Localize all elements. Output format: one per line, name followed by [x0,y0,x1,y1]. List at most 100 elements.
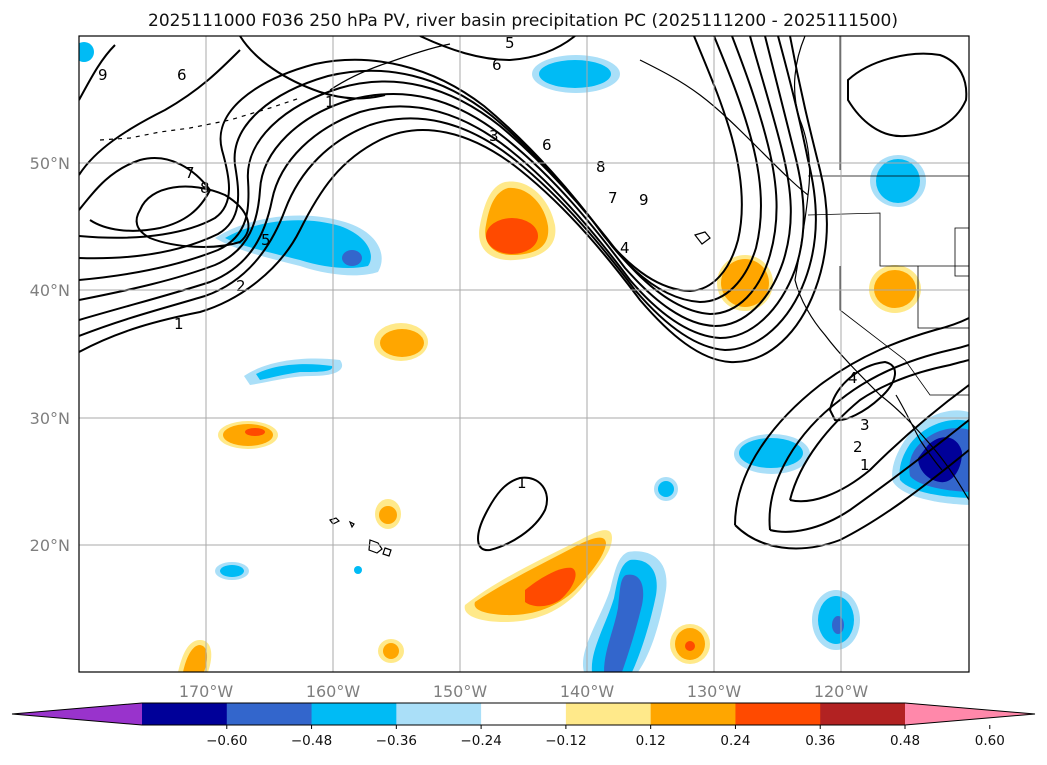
aleutian-islands [99,97,301,141]
pv-contour-14 [847,52,968,138]
colorbar-outline [11,702,1036,726]
pv-contour-15 [477,476,548,552]
neg-blob [220,565,244,577]
neg-blob [354,566,362,574]
colorbar-segment [735,703,821,725]
colorbar-tick-label: −0.24 [460,733,501,749]
colorbar: −0.60 −0.48 −0.36 −0.24 −0.12 0.12 0.24 0.36 0.4… [11,702,1036,749]
pos-blob [383,643,399,659]
contour-label: 4 [620,239,630,257]
pv-contour-19 [828,360,896,422]
lon-label: 160°W [306,682,361,701]
state-border [807,212,969,267]
pv-contour-6 [79,36,762,304]
colorbar-tick-label: −0.60 [206,733,247,749]
precip-shading [79,42,969,672]
contour-label: 5 [261,231,271,249]
pv-contour-16 [734,317,969,526]
lon-label: 120°W [814,682,869,701]
neg-blob [604,574,644,672]
colorbar-segment [226,703,313,725]
neg-blob [539,60,611,88]
colorbar-extend-low [12,703,142,725]
state-border [954,227,969,277]
colorbar-extend-high [905,703,1035,725]
colorbar-segment [650,703,736,725]
contour-label: 8 [200,179,210,197]
contour-label: 6 [177,66,187,84]
pv-contour-3 [79,36,805,340]
colorbar-segment [481,703,567,725]
colorbar-segment [311,703,397,725]
pv-contour-labels: 9 6 7 8 5 2 1 3 6 8 9 7 4 6 5 1 4 3 2 1 [98,34,870,492]
pv-contour-22 [789,384,969,503]
contour-label: 3 [860,416,870,434]
pos-blob [223,424,273,446]
pv-contour-1 [79,36,828,364]
lat-label: 50°N [30,154,70,173]
figure-title: 2025111000 F036 250 hPa PV, river basin … [148,11,898,31]
pos-blob [525,567,576,607]
pv-contour-17 [768,344,969,531]
colorbar-tick-label: 0.60 [975,733,1005,749]
graticule [79,36,969,672]
lat-label: 30°N [30,409,70,428]
haida-gwaii [693,231,711,245]
colorbar-tick-label: 0.24 [720,733,750,749]
contour-label: 7 [185,164,195,182]
pos-blob [874,270,916,308]
pv-contour-2 [79,36,817,352]
california-border [839,266,906,361]
colorbar-tick-label: 0.12 [636,733,666,749]
colorbar-tick-label: −0.48 [291,733,332,749]
contour-label: 6 [542,136,552,154]
pv-contour-4 [79,36,792,328]
neg-blob [876,159,920,203]
contour-label: 9 [639,191,649,209]
neg-blob [79,42,94,62]
aleutian-chain [329,43,451,91]
colorbar-tick-label: −0.12 [545,733,586,749]
contour-label: 9 [98,66,108,84]
lon-label: 140°W [560,682,615,701]
pv-contour-7 [79,36,743,293]
neg-blob [342,250,362,266]
pos-blob [486,218,538,254]
pv-contour-10 [79,49,241,176]
pos-blob [183,645,208,672]
neg-blob [658,481,674,497]
map-panel: 9 6 7 8 5 2 1 3 6 8 9 7 4 6 5 1 4 3 2 1 [78,34,970,673]
colorbar-segment [142,703,228,725]
baja-coast [895,394,943,471]
contour-label: 7 [608,189,618,207]
colorbar-tick-label: 0.48 [890,733,920,749]
pos-blob [721,259,769,307]
colorbar-segment [396,703,482,725]
colorbar-segment [820,703,906,725]
lon-label: 170°W [179,682,234,701]
lon-label: 130°W [687,682,742,701]
pv-contour-21 [769,419,969,533]
colorbar-segment [565,703,652,725]
lat-labels: 50°N 40°N 30°N 20°N [30,154,70,555]
pos-blob [245,428,265,436]
contour-label: 1 [174,315,184,333]
neg-blob [832,616,844,634]
contour-label: 5 [505,34,515,52]
neg-blob [256,364,333,380]
pv-contour-11 [79,44,116,101]
pv-contours [79,36,969,552]
lon-labels: 170°W 160°W 150°W 140°W 130°W 120°W [179,682,869,701]
lat-label: 40°N [30,281,70,300]
pos-blob [685,641,695,651]
pv-contour-9 [135,185,250,248]
pv-contour-18 [789,359,969,501]
colorbar-tick-label: 0.36 [805,733,835,749]
pv-contour-12 [239,36,386,100]
pos-blob [380,329,424,357]
contour-label: 8 [596,158,606,176]
contour-label: 2 [853,438,863,456]
neg-blob [739,438,803,468]
map-frame [78,35,970,673]
